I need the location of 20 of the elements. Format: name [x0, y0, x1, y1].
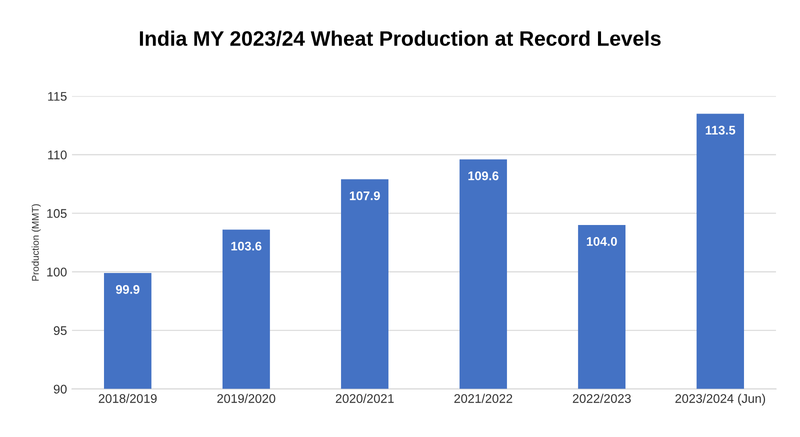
y-tick-label: 95: [54, 326, 67, 336]
x-tick-label: 2022/2023: [572, 394, 631, 403]
y-axis-title: Production (MMT): [32, 204, 41, 281]
data-label: 104.0: [586, 237, 617, 246]
chart-title: India MY 2023/24 Wheat Production at Record Levels: [140, 30, 661, 46]
x-tick-label: 2018/2019: [98, 394, 157, 403]
y-tick-label: 105: [47, 209, 67, 218]
y-tick-label: 90: [54, 384, 67, 394]
x-tick-label: 2023/2024 (Jun): [675, 394, 766, 406]
data-label: 99.9: [116, 285, 140, 294]
x-tick-label: 2021/2022: [454, 394, 512, 403]
data-label: 103.6: [231, 242, 262, 251]
y-tick-label: 115: [48, 92, 67, 101]
x-tick-label: 2020/2021: [336, 394, 394, 403]
data-label: 107.9: [350, 191, 380, 200]
x-tick-label: 2019/2020: [217, 394, 276, 403]
data-label: 109.6: [468, 171, 498, 180]
data-label: 113.5: [706, 126, 736, 135]
y-tick-label: 100: [47, 268, 67, 276]
y-tick-label: 110: [48, 150, 67, 160]
